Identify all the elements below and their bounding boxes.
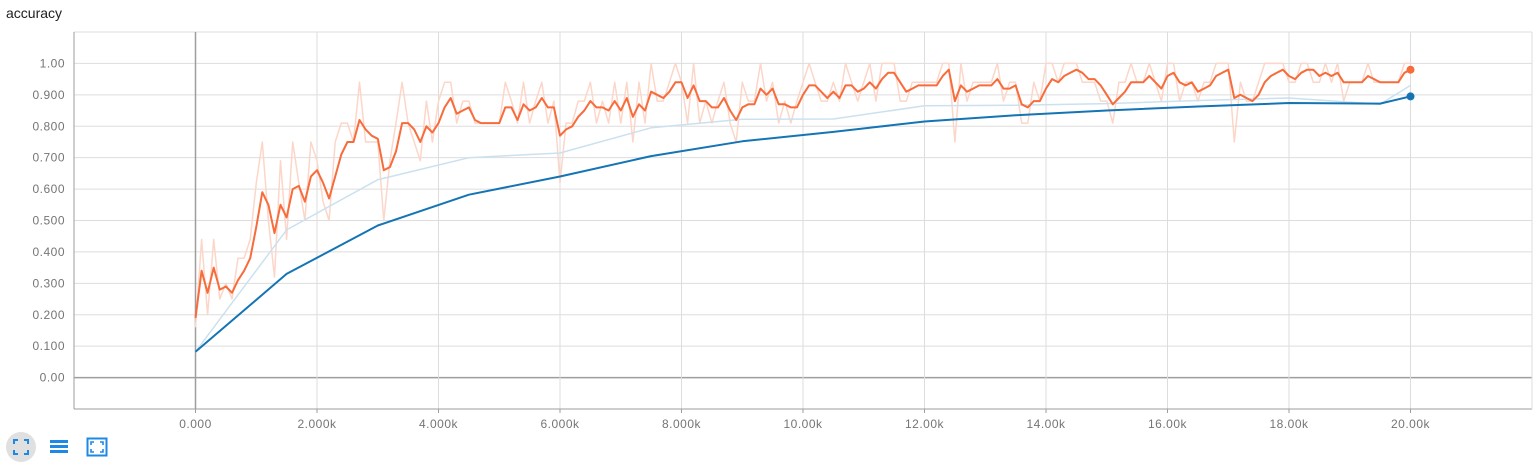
y-tick-label: 0.300 xyxy=(32,276,65,290)
y-tick-label: 0.500 xyxy=(32,214,65,228)
chart-toolbar xyxy=(6,432,112,462)
expand-chart-icon xyxy=(86,437,108,457)
x-tick-label: 12.00k xyxy=(905,417,945,430)
y-tick-label: 0.400 xyxy=(32,245,65,259)
x-tick-label: 14.00k xyxy=(1026,417,1066,430)
blue-raw-line xyxy=(194,84,1411,353)
orange-smoothed-line xyxy=(194,68,1411,319)
data-table-button[interactable] xyxy=(44,432,74,462)
x-tick-label: 20.00k xyxy=(1391,417,1431,430)
x-tick-label: 2.000k xyxy=(297,417,337,430)
x-tick-label: 16.00k xyxy=(1148,417,1188,430)
series xyxy=(194,62,1415,353)
y-tick-label: 0.700 xyxy=(32,151,65,165)
x-tick-label: 0.000 xyxy=(179,417,212,430)
fit-domain-button[interactable] xyxy=(6,432,36,462)
y-tick-label: 0.600 xyxy=(32,182,65,196)
y-tick-label: 0.100 xyxy=(32,339,65,353)
y-tick-label: 0.900 xyxy=(32,88,65,102)
expand-chart-button[interactable] xyxy=(82,432,112,462)
axes xyxy=(73,32,1533,413)
blue-end-point xyxy=(1406,92,1415,101)
grid-lines xyxy=(74,31,1532,409)
x-tick-label: 6.000k xyxy=(540,417,580,430)
orange-raw-line xyxy=(194,62,1411,328)
y-tick-label: 0.800 xyxy=(32,119,65,133)
orange-end-point xyxy=(1406,65,1415,74)
blue-smoothed-line xyxy=(194,95,1411,353)
y-tick-label: 0.00 xyxy=(40,371,65,385)
data-table-icon xyxy=(50,440,68,453)
accuracy-chart[interactable]: 0.00 0.100 0.200 0.300 0.400 0.500 0.600 0.700 0… xyxy=(0,0,1538,430)
y-tick-label: 0.200 xyxy=(32,308,65,322)
fit-domain-icon xyxy=(13,439,29,455)
x-tick-label: 8.000k xyxy=(662,417,702,430)
x-tick-label: 18.00k xyxy=(1269,417,1309,430)
x-tick-label: 10.00k xyxy=(783,417,823,430)
tick-labels: 0.00 0.100 0.200 0.300 0.400 0.500 0.600 0.700 0… xyxy=(32,56,1430,430)
y-tick-label: 1.00 xyxy=(40,56,65,70)
x-tick-label: 4.000k xyxy=(419,417,459,430)
chart-title: accuracy xyxy=(6,5,63,21)
